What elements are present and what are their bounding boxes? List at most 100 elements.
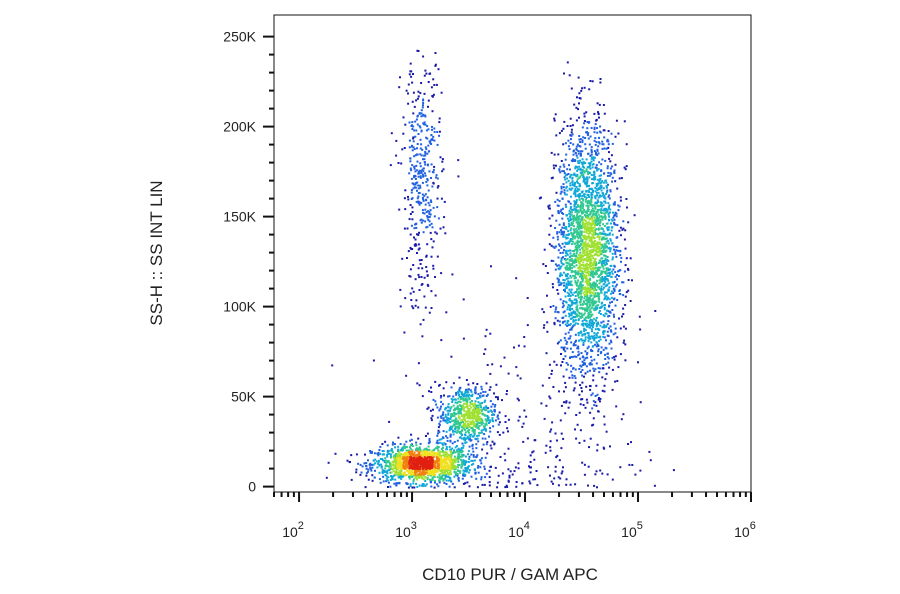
event-dot [481,402,483,404]
event-dot [588,218,591,221]
event-dot [587,132,590,135]
event-dot [604,346,607,349]
event-dot [461,455,464,458]
event-dot [575,271,578,274]
event-dot [444,408,447,411]
event-dot [584,350,587,353]
event-dot [473,430,476,433]
event-dot [576,244,579,247]
event-dot [394,463,397,466]
event-dot [616,278,619,281]
event-dot [586,294,589,297]
event-dot [426,432,429,435]
event-dot [586,224,589,227]
event-dot [438,134,440,137]
event-dot [415,169,418,172]
event-dot [415,449,417,452]
event-dot [578,232,581,235]
event-dot [601,280,603,283]
event-dot [355,453,358,456]
event-dot [473,423,476,426]
event-dot [436,177,439,180]
event-dot [594,293,597,296]
event-dot [481,408,484,411]
event-dot [466,407,469,410]
event-dot [598,300,601,303]
event-dot [423,451,426,454]
event-dot [583,297,586,300]
event-dot [430,417,433,420]
event-dot [447,419,450,422]
event-dot [454,425,457,428]
event-dot [596,393,599,396]
event-dot [595,119,598,122]
event-dot [397,473,400,476]
event-dot [582,255,585,258]
event-dot [359,473,362,476]
event-dot [570,280,573,283]
event-dot [446,457,449,460]
event-dot [449,440,452,443]
event-dot [444,232,447,235]
event-dot [580,352,583,354]
event-dot [428,448,431,451]
event-dot [584,309,587,312]
event-dot [420,259,423,261]
event-dot [600,289,603,292]
event-dot [446,471,449,474]
event-dot [488,484,491,487]
event-dot [462,406,465,409]
event-dot [489,427,491,430]
event-dot [468,393,471,396]
event-dot [586,370,589,373]
event-dot [573,229,576,232]
event-dot [437,485,440,488]
event-dot [596,241,599,244]
event-dot [591,156,593,159]
event-dot [580,233,583,236]
event-dot [404,297,407,300]
event-dot [560,432,563,435]
event-dot [593,112,596,115]
event-dot [425,270,428,273]
event-dot [411,206,414,209]
event-dot [577,332,580,334]
event-dot [450,397,453,400]
event-dot [569,206,572,208]
event-dot [603,390,606,393]
event-dot [423,295,426,298]
event-dot [487,410,490,413]
event-dot [611,256,614,259]
event-dot [569,184,572,187]
event-dot [421,168,424,171]
event-dot [414,278,417,281]
event-dot [607,320,610,323]
event-dot [372,463,375,466]
event-dot [419,92,422,95]
event-dot [563,170,565,173]
event-dot [431,470,434,473]
event-dot [461,453,464,456]
event-dot [609,339,612,342]
event-dot [583,294,586,296]
event-dot [447,412,450,415]
event-dot [589,388,592,391]
event-dot [567,304,570,306]
event-dot [443,481,446,484]
event-dot [554,470,557,473]
event-dot [456,390,459,393]
event-dot [573,103,576,106]
event-dot [553,153,556,156]
event-dot [587,300,590,303]
event-dot [597,182,600,185]
event-dot [576,173,579,176]
event-dot [568,282,571,285]
event-dot [606,259,609,261]
event-dot [590,194,593,197]
event-dot [610,329,612,332]
event-dot [602,223,605,226]
event-dot [608,342,611,345]
event-dot [591,313,594,316]
event-dot [580,89,583,92]
event-dot [466,437,469,440]
